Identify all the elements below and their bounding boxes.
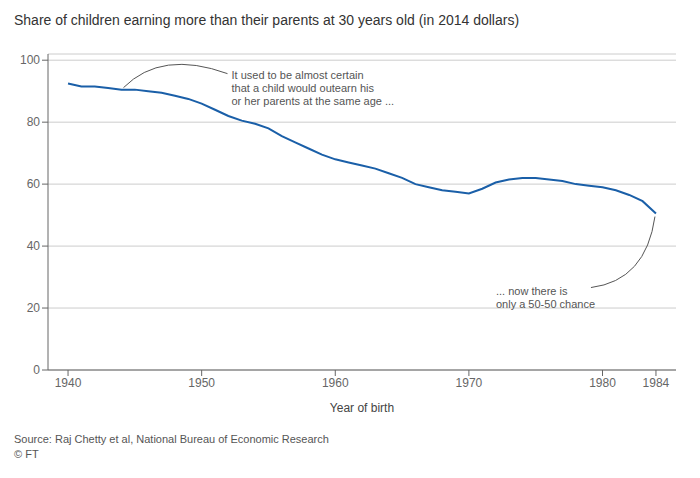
svg-text:1980: 1980: [589, 376, 616, 390]
svg-text:1984: 1984: [643, 376, 670, 390]
svg-text:1940: 1940: [55, 376, 82, 390]
html-text:Source: Raj Chetty et al, Nati: Source: Raj Chetty et al, National Burea…: [14, 433, 329, 460]
svg-text:Year of birth: Year of birth: [330, 401, 394, 415]
svg-text:1960: 1960: [322, 376, 349, 390]
svg-text:40: 40: [27, 239, 41, 253]
svg-text:100: 100: [20, 53, 40, 67]
svg-text:60: 60: [27, 177, 41, 191]
svg-text:80: 80: [27, 115, 41, 129]
svg-text:0: 0: [33, 363, 40, 377]
html-text:Share of children earning more: Share of children earning more than thei…: [14, 12, 520, 28]
svg-text:1950: 1950: [188, 376, 215, 390]
svg-text:1970: 1970: [456, 376, 483, 390]
svg-text:It used to be almost certainth: It used to be almost certainthat a child…: [231, 69, 394, 107]
svg-text:20: 20: [27, 301, 41, 315]
svg-text:... now there isonly a 50-50 c: ... now there isonly a 50-50 chance: [496, 285, 595, 310]
